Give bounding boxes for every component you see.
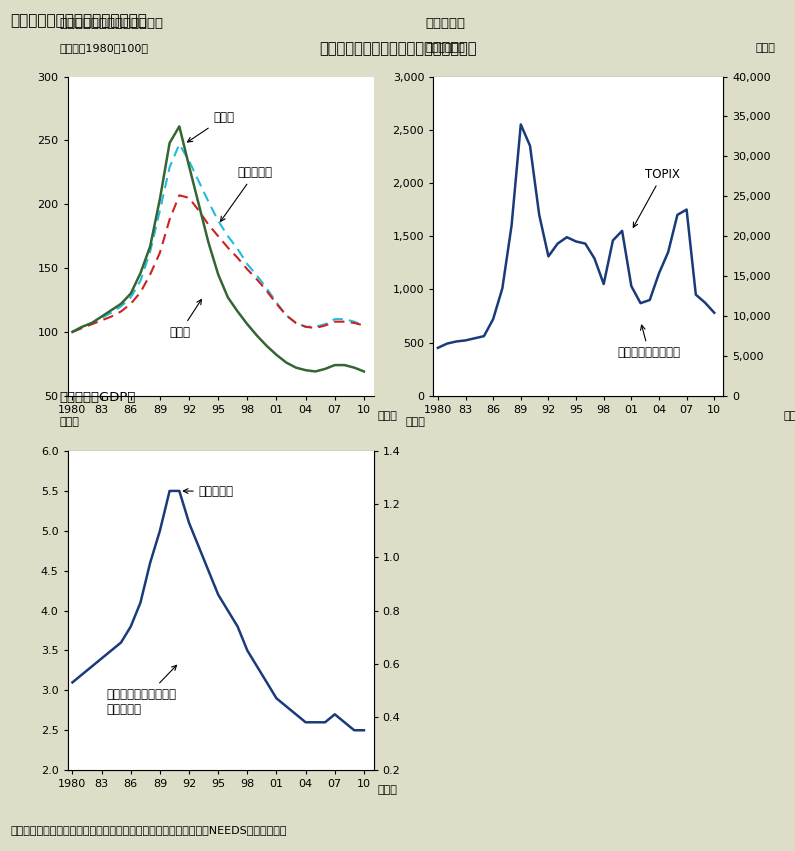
Text: 全用途平均: 全用途平均 [220,166,273,221]
Text: TOPIX: TOPIX [634,168,680,227]
Text: 商業地: 商業地 [169,300,201,339]
Text: （倍）: （倍） [60,417,80,427]
Text: 日経平均（目盛右）: 日経平均（目盛右） [618,325,681,359]
Text: （３）名目GDP比: （３）名目GDP比 [60,391,136,404]
Text: （１）公示地価（全国平均）: （１）公示地価（全国平均） [60,17,164,30]
Text: 第１－２－９図　資産価格の推移: 第１－２－９図 資産価格の推移 [10,14,147,29]
Text: 東証一部株式時価総額
（目盛右）: 東証一部株式時価総額 （目盛右） [107,665,176,716]
Text: （円）: （円） [755,43,775,53]
Text: （年）: （年） [378,785,398,796]
Text: （備考）国土交通省「公示地価」、内閣府「国民経済計算」、日経NEEDSにより作成。: （備考）国土交通省「公示地価」、内閣府「国民経済計算」、日経NEEDSにより作成… [10,825,287,836]
Text: （年）: （年） [783,411,795,421]
Text: （年）: （年） [378,411,398,421]
Text: （ポイント）: （ポイント） [425,43,465,53]
Text: 住宅地: 住宅地 [188,111,235,142]
Text: バブル期以降、資産価格は持続的に下落: バブル期以降、資産価格は持続的に下落 [319,41,476,56]
Text: （２）株価: （２）株価 [425,17,465,30]
Text: （倍）: （倍） [405,417,425,427]
Text: （指数、1980＝100）: （指数、1980＝100） [60,43,149,53]
Text: 土地資産額: 土地資産額 [184,485,234,498]
